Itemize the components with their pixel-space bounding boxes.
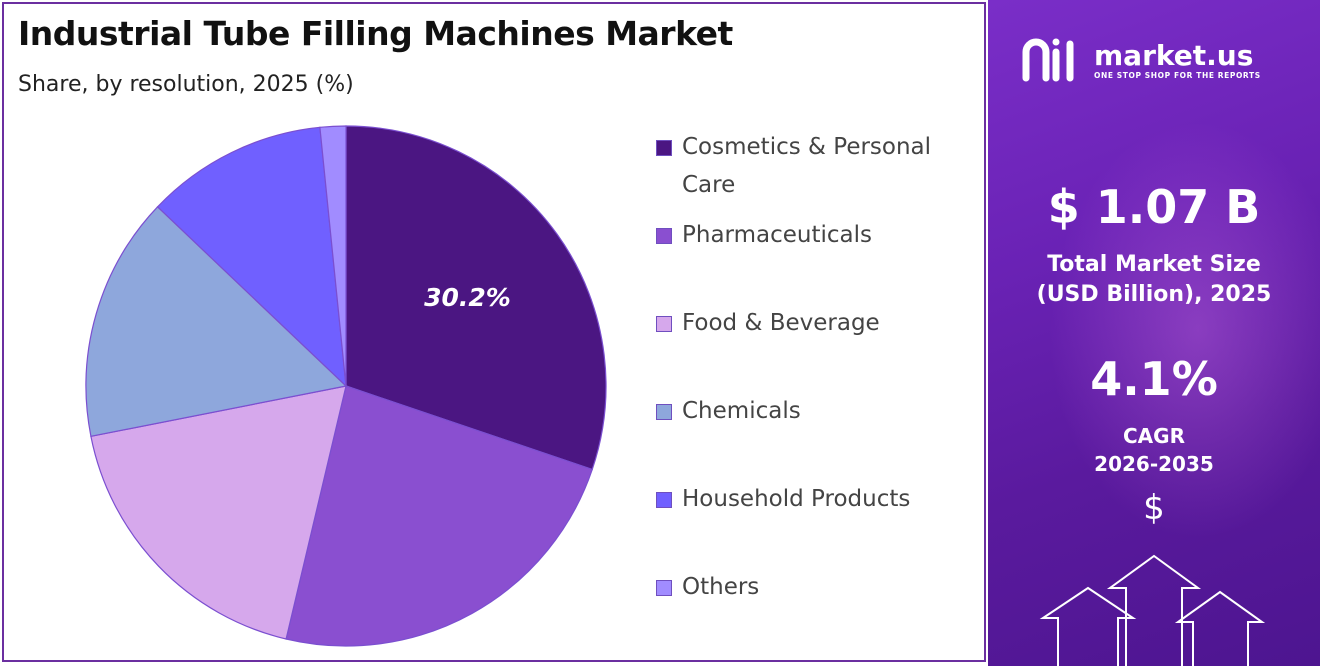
legend-swatch bbox=[656, 228, 672, 244]
legend-item: Food & Beverage bbox=[656, 304, 972, 342]
market-summary-panel: market.us ONE STOP SHOP FOR THE REPORTS … bbox=[988, 0, 1320, 666]
legend-swatch bbox=[656, 492, 672, 508]
data-label-0: 30.2% bbox=[424, 283, 511, 312]
market-size-value: $ 1.07 B bbox=[1047, 180, 1261, 234]
market-size-label-2: (USD Billion), 2025 bbox=[1036, 282, 1272, 307]
legend-label: Household Products bbox=[682, 486, 911, 512]
legend-swatch bbox=[656, 140, 672, 156]
pie-slice-cosmetics-personal-care bbox=[345, 125, 607, 471]
chart-subtitle: Share, by resolution, 2025 (%) bbox=[18, 72, 354, 97]
brand-tagline: ONE STOP SHOP FOR THE REPORTS bbox=[1094, 70, 1261, 80]
legend-label: Chemicals bbox=[682, 398, 801, 424]
cagr-value: 4.1% bbox=[1090, 352, 1218, 406]
legend-swatch bbox=[656, 316, 672, 332]
pie-slice-food-beverage bbox=[90, 385, 347, 640]
market-us-logo-icon bbox=[1022, 38, 1074, 82]
legend-item: Pharmaceuticals bbox=[656, 216, 972, 254]
pie-slice-chemicals bbox=[85, 205, 348, 438]
legend-label: Food & Beverage bbox=[682, 310, 880, 336]
pie-slice-household-products bbox=[156, 126, 347, 388]
legend-item: Household Products bbox=[656, 480, 972, 518]
market-size-label-1: Total Market Size bbox=[1047, 252, 1261, 277]
cagr-label-1: CAGR bbox=[1123, 424, 1185, 448]
currency-symbol: $ bbox=[1143, 488, 1165, 528]
pie-slice-others bbox=[319, 125, 347, 387]
legend-item: Chemicals bbox=[656, 392, 972, 430]
legend-swatch bbox=[656, 580, 672, 596]
legend-label: Others bbox=[682, 574, 760, 600]
legend-label: Cosmetics & Personal Care bbox=[682, 134, 932, 198]
cagr-label-2: 2026-2035 bbox=[1094, 452, 1214, 476]
legend-swatch bbox=[656, 404, 672, 420]
brand-logo: market.us ONE STOP SHOP FOR THE REPORTS bbox=[1022, 38, 1261, 82]
legend-item: Others bbox=[656, 568, 972, 606]
legend-item: Cosmetics & Personal Care bbox=[656, 128, 972, 204]
background-glow bbox=[1048, 120, 1320, 540]
pie-chart: 30.2% bbox=[85, 125, 607, 647]
pie-slice-pharmaceuticals bbox=[285, 385, 594, 647]
chart-title: Industrial Tube Filling Machines Market bbox=[18, 14, 733, 53]
legend-label: Pharmaceuticals bbox=[682, 222, 872, 248]
growth-arrows-icon bbox=[1039, 554, 1266, 666]
brand-name: market.us bbox=[1094, 38, 1254, 72]
